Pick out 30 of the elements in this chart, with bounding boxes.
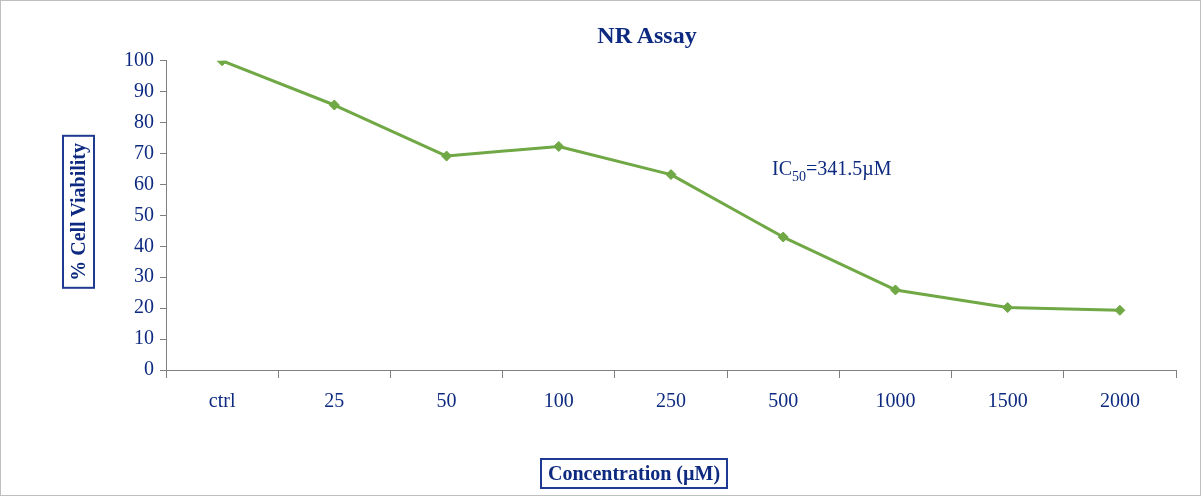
point (777, 231, 789, 243)
chart-title: NR Assay (597, 21, 697, 48)
x-tick-label: 25 (324, 389, 345, 412)
y-tick-label: 100 (124, 48, 154, 71)
x-tick-label: 1500 (987, 389, 1028, 412)
point (665, 169, 677, 181)
x-tick-label: 250 (656, 389, 686, 412)
x-tick-label: ctrl (208, 389, 236, 412)
point (1002, 302, 1014, 314)
x-axis-title: Concentration (µM) (540, 458, 729, 489)
x-tick-label: 2000 (1099, 389, 1140, 412)
point (1114, 304, 1126, 316)
y-tick-label: 20 (134, 295, 154, 318)
y-tick-label: 50 (134, 202, 154, 225)
point (553, 140, 565, 152)
y-tick-label: 10 (134, 326, 154, 349)
y-tick-label: 70 (134, 140, 154, 163)
x-tick-label: 50 (436, 389, 457, 412)
x-tick-label: 100 (543, 389, 574, 412)
y-tick-label: 0 (144, 357, 154, 380)
y-tick-label: 40 (134, 233, 154, 256)
y-axis-title: % Cell Viability (62, 135, 95, 289)
x-tick-label: 500 (768, 389, 799, 412)
point (328, 99, 340, 111)
x-tick-label: 1000 (875, 389, 916, 412)
y-tick-label: 80 (134, 109, 154, 132)
y-tick-label: 60 (134, 171, 154, 194)
y-tick-label: 30 (134, 264, 154, 287)
y-tick-label: 90 (134, 78, 154, 101)
point (889, 284, 901, 296)
